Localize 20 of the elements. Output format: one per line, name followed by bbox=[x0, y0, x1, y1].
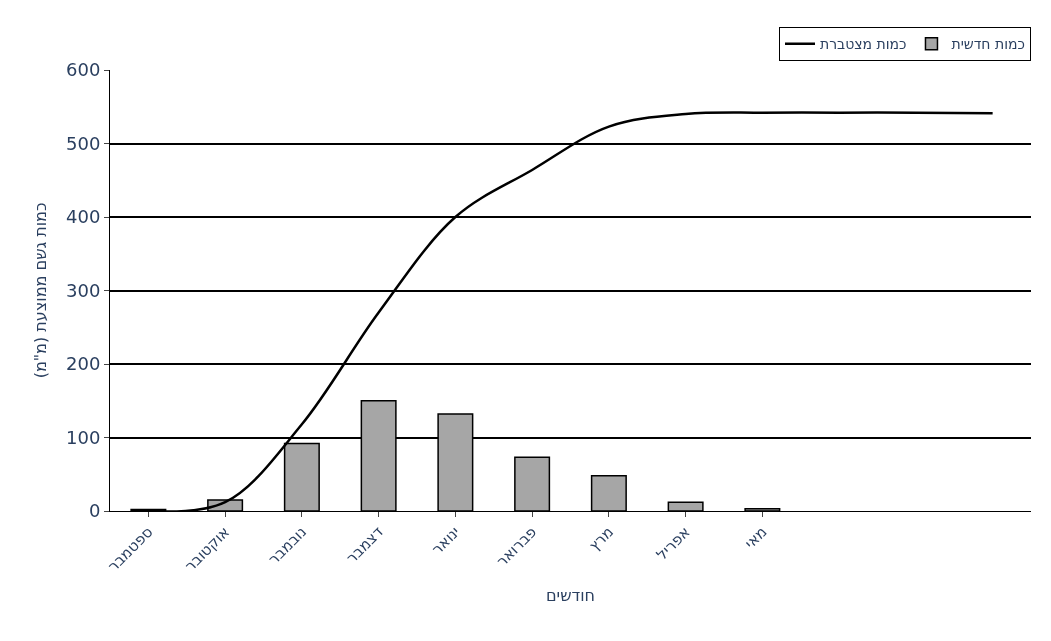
x-tick-label: ינואר bbox=[428, 522, 464, 559]
y-tick-label: 300 bbox=[66, 279, 101, 301]
y-tick-label: 100 bbox=[66, 426, 101, 448]
x-tick-label: ספטמבר bbox=[104, 522, 157, 576]
legend-label: כמות חדשית bbox=[951, 36, 1025, 53]
x-tick-label: נובמבר bbox=[264, 522, 311, 569]
legend-label: כמות מצטברת bbox=[820, 36, 907, 53]
x-axis-title: חודשים bbox=[545, 586, 596, 606]
x-tick-label: דצמבר bbox=[342, 522, 387, 568]
x-tick-label: אוקטובר bbox=[181, 522, 234, 576]
y-tick-label: 200 bbox=[66, 353, 101, 375]
y-tick-label: 600 bbox=[66, 59, 101, 81]
y-tick-label: 0 bbox=[88, 500, 101, 522]
y-tick-label: 500 bbox=[66, 132, 101, 154]
y-tick-label: 400 bbox=[66, 206, 101, 228]
x-tick-label: פברואר bbox=[492, 522, 541, 571]
x-tick-label: מרץ bbox=[585, 522, 618, 555]
x-tick-label: מאי bbox=[741, 522, 771, 553]
y-axis-title: כמות גשם ממוצעת (מ"מ) bbox=[30, 202, 50, 379]
x-tick-label: אפריל bbox=[652, 522, 694, 564]
